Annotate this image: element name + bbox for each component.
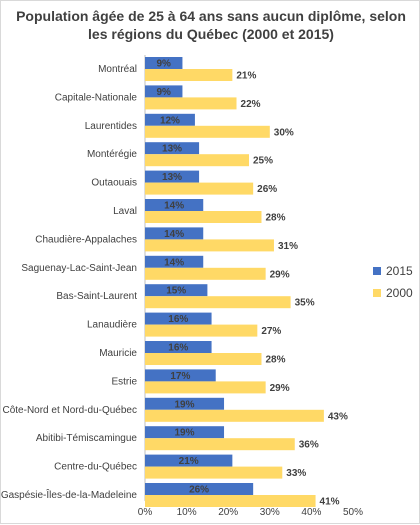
category-label: Outaouais (91, 178, 137, 189)
bar-2015 (145, 85, 183, 98)
bar-2015 (145, 397, 225, 410)
bar-2000 (145, 239, 274, 252)
category-label: Bas-Saint-Laurent (56, 291, 137, 302)
bar-2000 (145, 353, 262, 365)
legend-label-2015: 2015 (386, 264, 413, 278)
data-label-2000: 28% (265, 213, 285, 224)
bar-2015 (145, 284, 208, 297)
bar-2015 (145, 426, 225, 439)
x-tick-label: 30% (260, 507, 280, 518)
bar-2000 (145, 324, 258, 337)
legend-swatch-2015 (373, 267, 381, 275)
category-label: Capitale-Nationale (55, 92, 138, 103)
chart-title: Population âgée de 25 à 64 ans sans aucu… (1, 7, 420, 43)
data-label-2015: 19% (175, 428, 195, 439)
data-label-2015: 17% (170, 371, 190, 382)
bar-2000 (145, 267, 266, 280)
category-label: Estrie (111, 376, 137, 387)
data-label-2000: 28% (265, 355, 285, 366)
data-label-2000: 33% (286, 468, 306, 479)
category-label: Mauricie (99, 348, 137, 359)
data-label-2000: 30% (274, 127, 294, 138)
data-label-2015: 13% (162, 172, 182, 183)
chart-title-line-2: les régions du Québec (2000 et 2015) (88, 26, 334, 42)
data-label-2000: 22% (241, 99, 261, 110)
category-label: Laurentides (85, 121, 137, 132)
data-label-2000: 41% (320, 497, 340, 508)
category-label: Laval (113, 206, 137, 217)
data-label-2015: 16% (168, 314, 188, 325)
bar-2015 (145, 369, 216, 382)
data-label-2015: 26% (189, 485, 209, 496)
data-label-2015: 19% (175, 399, 195, 410)
bar-2015 (145, 113, 195, 126)
data-label-2000: 36% (299, 440, 319, 451)
category-label: Côte-Nord et Nord-du-Québec (2, 405, 137, 416)
x-tick-label: 20% (218, 507, 238, 518)
x-tick-label: 0% (138, 507, 153, 518)
data-label-2015: 12% (160, 115, 180, 126)
bar-2015 (145, 227, 204, 240)
bar-2015 (145, 170, 200, 183)
data-label-2015: 16% (168, 343, 188, 354)
x-tick-label: 40% (301, 507, 321, 518)
data-label-2000: 21% (236, 71, 256, 82)
chart-title-line-1: Population âgée de 25 à 64 ans sans aucu… (16, 8, 406, 24)
data-label-2015: 14% (164, 229, 184, 240)
bar-2015 (145, 341, 212, 353)
data-label-2015: 15% (166, 286, 186, 297)
category-label: Montérégie (87, 149, 137, 160)
bar-2000 (145, 154, 249, 167)
bar-2015 (145, 199, 204, 211)
data-label-2015: 13% (162, 144, 182, 155)
bar-2015 (145, 255, 204, 268)
x-tick-label: 10% (177, 507, 197, 518)
bar-2015 (145, 312, 212, 325)
x-tick-label: 50% (343, 507, 363, 518)
bar-2000 (145, 211, 262, 223)
data-label-2000: 29% (270, 269, 290, 280)
bar-2000 (145, 69, 233, 81)
data-label-2015: 14% (164, 257, 184, 268)
category-label: Montréal (98, 64, 137, 75)
bar-2015 (145, 142, 200, 155)
data-label-2015: 14% (164, 201, 184, 212)
category-label: Abitibi-Témiscamingue (36, 433, 138, 444)
bar-2000 (145, 296, 291, 309)
bar-2000 (145, 409, 324, 422)
data-label-2000: 29% (270, 383, 290, 394)
data-label-2000: 35% (295, 298, 315, 309)
category-label: Gaspésie-Îles-de-la-Madeleine (1, 488, 137, 501)
data-label-2000: 26% (257, 184, 277, 195)
bar-2000 (145, 495, 316, 507)
data-label-2015: 9% (156, 87, 171, 98)
legend-label-2000: 2000 (386, 286, 413, 300)
data-label-2015: 21% (179, 456, 199, 467)
category-label: Saguenay-Lac-Saint-Jean (21, 263, 137, 274)
data-label-2000: 31% (278, 241, 298, 252)
legend-swatch-2000 (373, 289, 381, 297)
data-label-2015: 9% (156, 59, 171, 70)
category-label: Chaudière-Appalaches (35, 234, 137, 245)
data-label-2000: 25% (253, 156, 273, 167)
category-label: Centre-du-Québec (54, 462, 137, 473)
category-label: Lanaudière (87, 320, 137, 331)
bar-2000 (145, 182, 254, 195)
bar-2000 (145, 466, 283, 479)
bar-2015 (145, 483, 254, 495)
bar-2000 (145, 438, 295, 451)
data-label-2000: 43% (328, 411, 348, 422)
data-label-2000: 27% (261, 326, 281, 337)
bar-2000 (145, 97, 237, 110)
bar-2015 (145, 454, 233, 467)
bar-2015 (145, 57, 183, 69)
bar-2000 (145, 381, 266, 394)
bar-2000 (145, 125, 270, 138)
